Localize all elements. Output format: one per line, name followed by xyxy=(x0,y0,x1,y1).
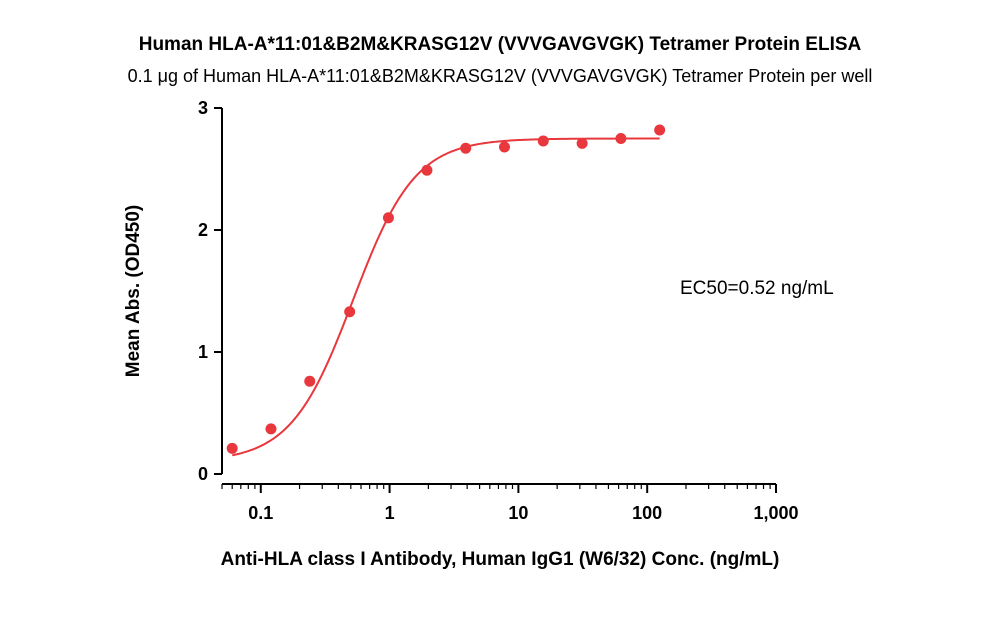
y-tick-label: 2 xyxy=(198,220,208,240)
data-point xyxy=(382,212,394,224)
x-tick-label: 1 xyxy=(385,503,395,523)
plot-area: 0 1 2 3 0.1 1 10 100 1,000 xyxy=(198,98,799,523)
x-tick-label: 1,000 xyxy=(753,503,798,523)
x-tick-label: 100 xyxy=(632,503,662,523)
y-tick-label: 1 xyxy=(198,342,208,362)
data-point xyxy=(226,442,238,454)
fit-curve xyxy=(231,137,660,457)
x-tick-label: 10 xyxy=(508,503,528,523)
data-point xyxy=(265,423,277,435)
ec50-annotation: EC50=0.52 ng/mL xyxy=(680,278,834,299)
data-point xyxy=(344,306,356,318)
data-point xyxy=(615,133,627,144)
data-point xyxy=(498,141,510,153)
y-axis-label: Mean Abs. (OD450) xyxy=(123,205,144,377)
data-point xyxy=(304,375,316,387)
data-point xyxy=(537,135,549,147)
chart-title: Human HLA-A*11:01&B2M&KRASG12V (VVVGAVGV… xyxy=(139,34,862,55)
data-point xyxy=(576,137,588,149)
x-tick-label: 0.1 xyxy=(248,503,273,523)
data-point xyxy=(460,142,472,154)
chart-subtitle: 0.1 μg of Human HLA-A*11:01&B2M&KRASG12V… xyxy=(128,66,873,86)
y-tick-label: 0 xyxy=(198,464,208,484)
x-axis-label: Anti-HLA class I Antibody, Human IgG1 (W… xyxy=(221,549,780,570)
data-point xyxy=(421,164,433,176)
data-point xyxy=(654,124,666,136)
y-tick-label: 3 xyxy=(198,98,208,118)
